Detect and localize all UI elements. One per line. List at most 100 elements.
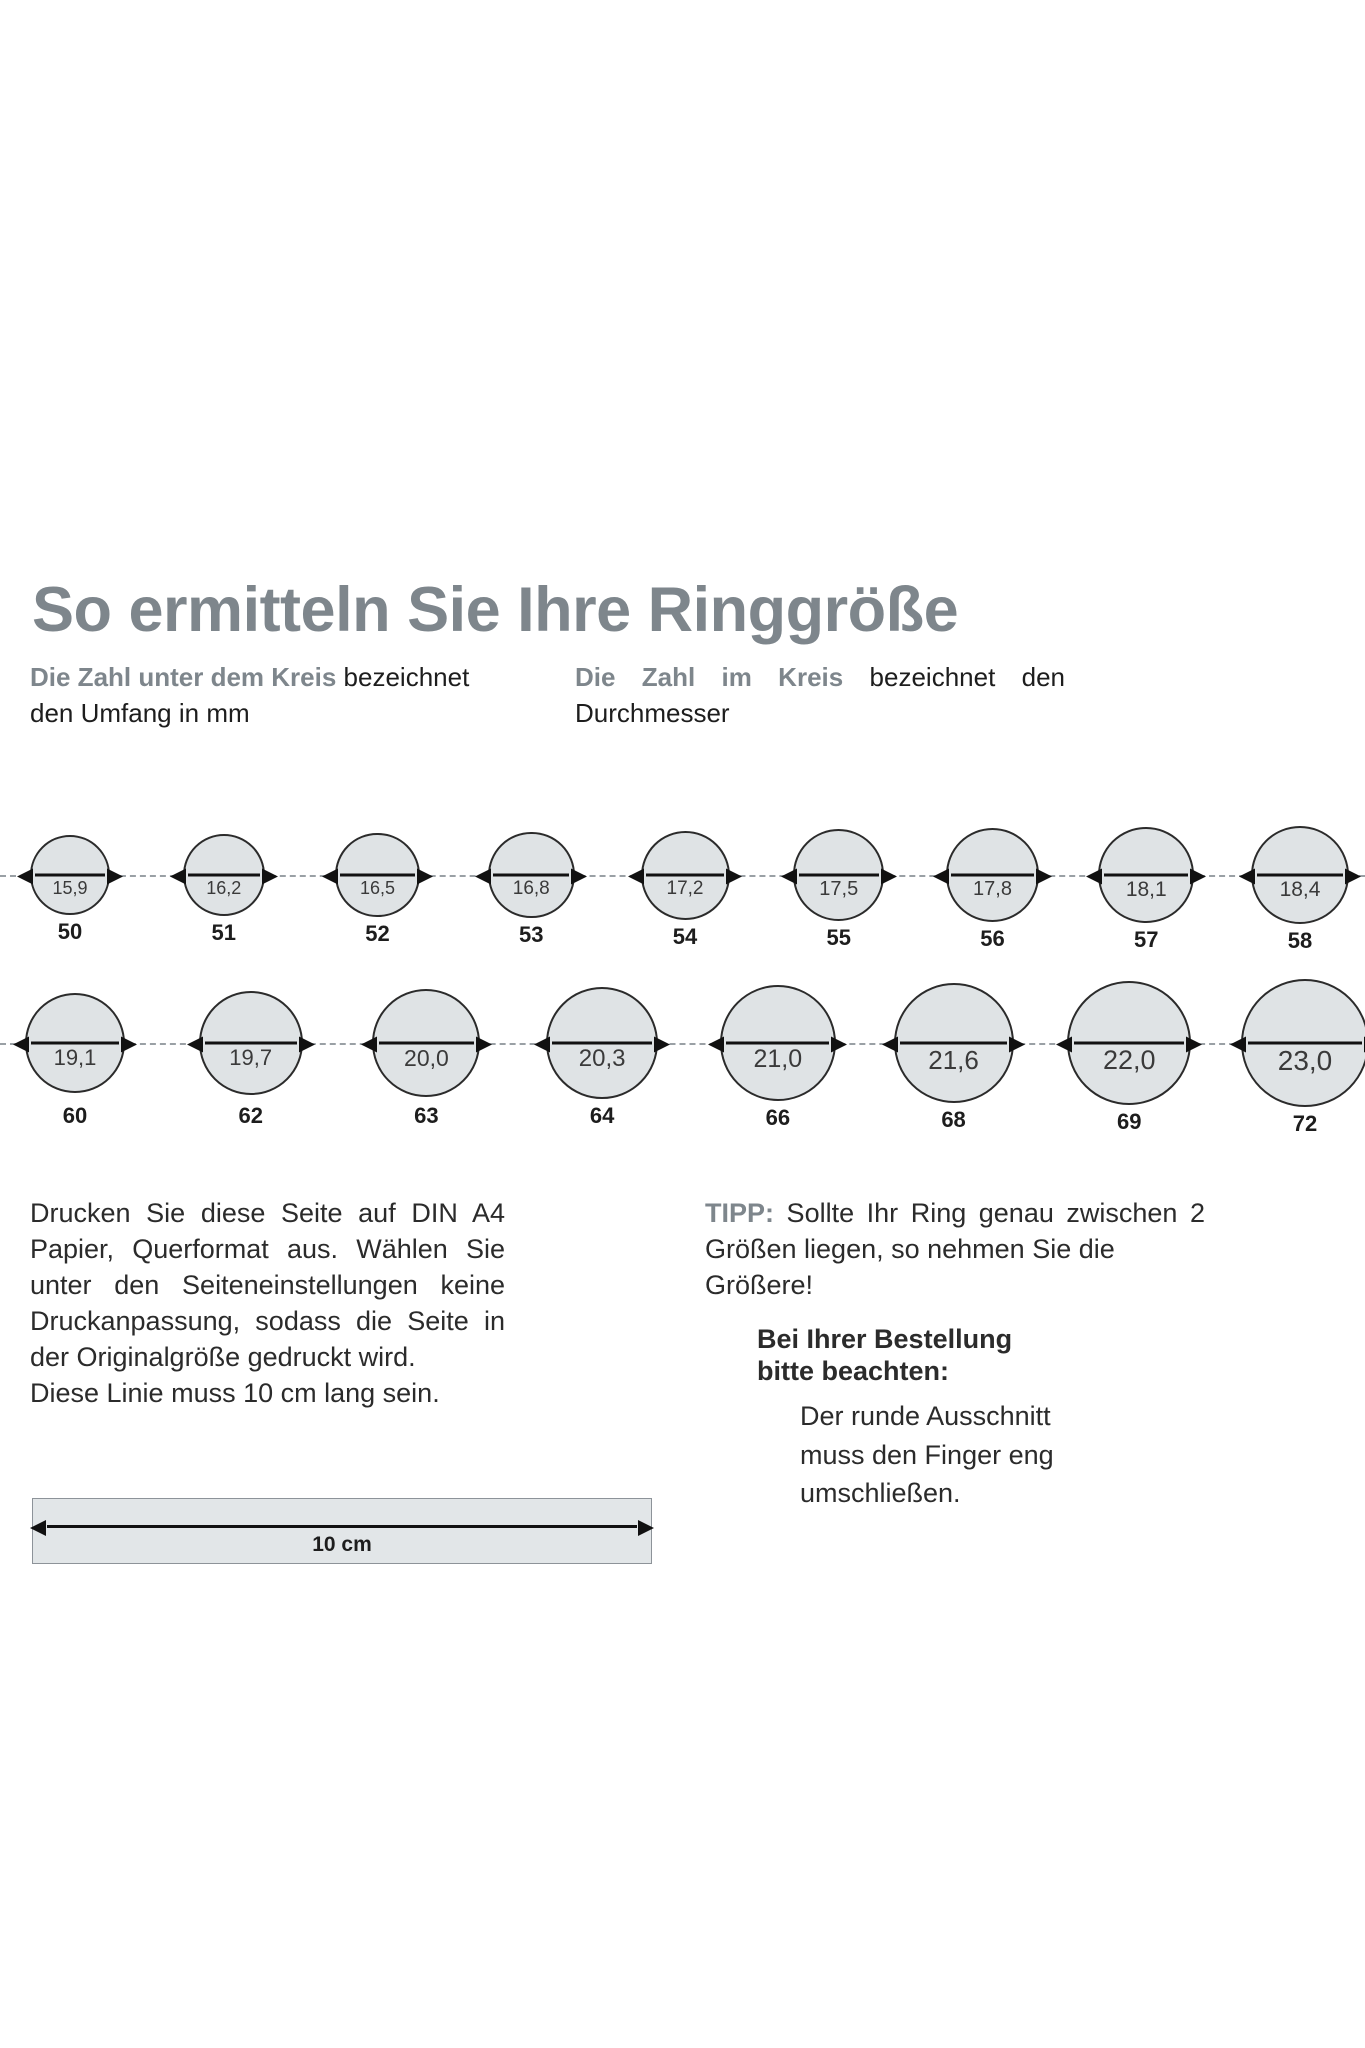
ring-size-label: 68: [941, 1107, 966, 1132]
ring-size-row-2: 19,1 60 19,7 62 20,0 63 20,3 64 21,0 66 21,6 68 22,0…: [0, 935, 1365, 1135]
ring-circle: 17,5: [793, 829, 885, 921]
ring-size-label: 63: [414, 1103, 439, 1128]
ring-circle: 16,5: [335, 832, 420, 918]
intro-columns: Die Zahl unter dem Kreis bezeichnet den …: [30, 660, 1340, 732]
ring-size-label: 57: [1134, 926, 1159, 952]
ring-size-row-1: 15,9 50 16,2 51 16,5 52 16,8 53 17,2 54 17,5 55 17,8…: [0, 770, 1365, 952]
diameter-value: 22,0: [1103, 1045, 1156, 1075]
ring-circle: 15,9: [30, 835, 110, 915]
ring-size-item: 19,1 60: [25, 993, 125, 1127]
print-instructions-line-note: Diese Linie muss 10 cm lang sein.: [30, 1377, 440, 1408]
diameter-value: 19,7: [229, 1045, 273, 1070]
diameter-arrow-icon: [493, 873, 570, 877]
diameter-arrow-icon: [30, 1041, 120, 1045]
ring-circle: 17,2: [640, 830, 730, 920]
diameter-arrow-icon: [1104, 873, 1189, 877]
intro-column-circumference: Die Zahl unter dem Kreis bezeichnet den …: [30, 660, 510, 732]
order-note-body-line3: umschließen.: [800, 1478, 961, 1509]
diameter-value: 21,6: [928, 1045, 979, 1075]
ring-size-label: 69: [1117, 1109, 1142, 1134]
ring-size-item: 21,0 66: [719, 985, 836, 1130]
diameter-arrow-icon: [552, 1041, 652, 1045]
page-title: So ermitteln Sie Ihre Ringgröße: [32, 575, 959, 646]
ring-size-label: 58: [1287, 928, 1313, 953]
center-dashed-line: [0, 1043, 1365, 1045]
diameter-value: 19,1: [53, 1045, 97, 1070]
diameter-value: 16,8: [512, 878, 550, 899]
diameter-value: 18,4: [1279, 878, 1321, 901]
diameter-arrow-icon: [204, 1041, 297, 1045]
ring-size-item: 17,5 55: [793, 829, 885, 950]
tip-paragraph: TIPP: Sollte Ihr Ring genau zwischen 2 G…: [705, 1196, 1205, 1304]
diameter-arrow-icon: [1074, 1041, 1185, 1045]
order-note-heading: Bei Ihrer Bestellung bitte beachten:: [757, 1324, 1205, 1388]
order-note-heading-line2: bitte beachten:: [757, 1355, 950, 1386]
ring-circle: 23,0: [1241, 979, 1365, 1107]
diameter-value: 16,2: [206, 878, 242, 898]
ring-circle-group-1: 15,9 50 16,2 51 16,5 52 16,8 53 17,2 54 17,5 55 17,8…: [0, 770, 1365, 952]
ring-circle: 20,3: [546, 987, 659, 1099]
ring-size-label: 51: [211, 920, 236, 946]
order-note-body-line1: Der runde Ausschnitt: [800, 1401, 1051, 1432]
diameter-value: 17,2: [666, 878, 704, 899]
diameter-arrow-icon: [1256, 873, 1344, 877]
ring-size-item: 18,1 57: [1098, 827, 1195, 952]
ring-size-label: 54: [672, 923, 698, 949]
tip-last-line: Größere!: [705, 1269, 814, 1300]
ring-size-item: 23,0 72: [1241, 979, 1365, 1135]
diameter-arrow-icon: [378, 1041, 475, 1045]
ring-size-label: 55: [826, 924, 851, 950]
ring-circle: 19,7: [198, 991, 303, 1095]
diameter-arrow-icon: [35, 873, 105, 877]
diameter-value: 23,0: [1277, 1045, 1333, 1076]
ring-circle: 19,1: [25, 993, 125, 1093]
diameter-value: 17,5: [819, 878, 859, 900]
ring-circle: 20,0: [372, 989, 481, 1097]
diameter-value: 21,0: [753, 1045, 803, 1073]
ring-size-item: 16,5 52: [335, 832, 420, 947]
tip-and-order-note: TIPP: Sollte Ihr Ring genau zwischen 2 G…: [705, 1196, 1205, 1512]
intro-left-rest: bezeichnet den Umfang in mm: [30, 662, 470, 728]
ring-size-item: 15,9 50: [30, 835, 110, 943]
diameter-arrow-icon: [645, 873, 725, 877]
ring-size-item: 20,3 64: [546, 987, 659, 1127]
ring-circle: 21,6: [893, 983, 1014, 1103]
ring-size-label: 60: [62, 1103, 88, 1128]
ring-size-item: 20,0 63: [372, 989, 481, 1128]
print-instructions: Drucken Sie diese Seite auf DIN A4 Papie…: [30, 1196, 505, 1411]
ring-circle: 17,8: [945, 828, 1040, 922]
ring-circle: 22,0: [1067, 981, 1192, 1105]
ring-size-item: 18,4 58: [1251, 826, 1349, 952]
order-note-heading-line1: Bei Ihrer Bestellung: [757, 1323, 1013, 1354]
ring-circle: 18,4: [1251, 826, 1349, 924]
ring-circle-group-2: 19,1 60 19,7 62 20,0 63 20,3 64 21,0 66 21,6 68 22,0…: [0, 935, 1365, 1135]
ruler-label: 10 cm: [312, 1533, 372, 1556]
ring-size-label: 56: [980, 925, 1005, 951]
ring-circle: 18,1: [1098, 827, 1195, 923]
ring-size-item: 21,6 68: [893, 983, 1014, 1132]
ring-size-label: 62: [238, 1103, 263, 1128]
diameter-value: 18,1: [1125, 878, 1167, 901]
ring-circle: 16,2: [182, 833, 265, 917]
diameter-arrow-icon: [1247, 1041, 1363, 1045]
tip-body: Sollte Ihr Ring genau zwischen 2 Größen …: [705, 1198, 1205, 1264]
intro-column-diameter: Die Zahl im Kreis bezeichnet den Durchme…: [575, 660, 1065, 732]
intro-right-lead: Die Zahl im Kreis: [575, 662, 844, 692]
ring-size-item: 17,2 54: [640, 830, 730, 949]
ring-size-label: 53: [519, 922, 544, 948]
ring-size-item: 17,8 56: [945, 828, 1040, 951]
ring-size-item: 16,8 53: [487, 831, 575, 948]
ring-size-label: 72: [1292, 1111, 1318, 1136]
order-note-body: Der runde Ausschnitt muss den Finger eng…: [800, 1397, 1205, 1512]
diameter-value: 15,9: [52, 878, 88, 898]
diameter-arrow-icon: [726, 1041, 830, 1045]
tip-label: TIPP:: [705, 1198, 775, 1228]
intro-right-rest: bezeichnet den Durchmesser: [575, 662, 1065, 728]
ring-size-label: 66: [765, 1105, 791, 1130]
intro-left-lead: Die Zahl unter dem Kreis: [30, 662, 337, 692]
ring-size-label: 52: [365, 921, 390, 947]
ring-size-item: 16,2 51: [182, 833, 265, 946]
diameter-value: 20,3: [578, 1045, 626, 1072]
ring-size-item: 22,0 69: [1067, 981, 1192, 1134]
